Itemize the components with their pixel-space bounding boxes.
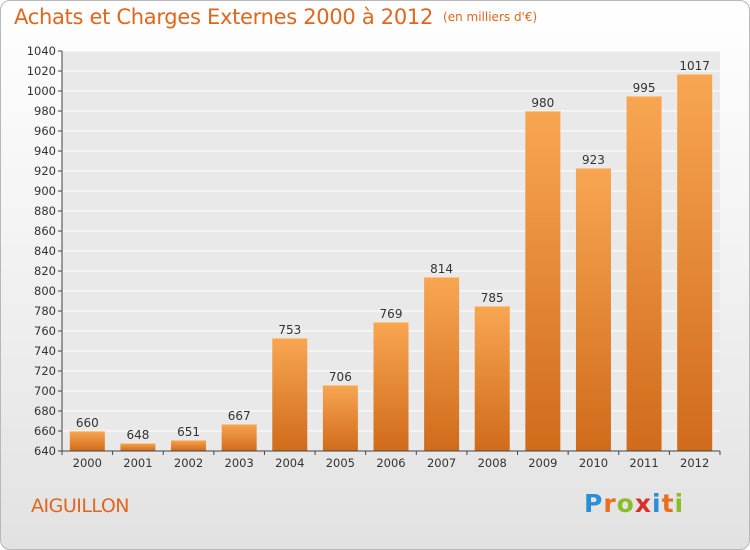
- bar-2002: [171, 440, 207, 451]
- y-tick-label: 860: [34, 224, 56, 238]
- logo-letter: x: [634, 489, 652, 518]
- y-tick-label: 1000: [27, 84, 56, 98]
- y-tick-label: 640: [34, 444, 56, 458]
- x-tick-label: 2001: [123, 456, 152, 470]
- x-tick-label: 2008: [478, 456, 507, 470]
- y-tick-label: 980: [34, 104, 56, 118]
- value-labels: 660 648 651 667 753 706 769 814 785 980 923 995 1017: [76, 59, 710, 442]
- value-label: 923: [582, 153, 605, 167]
- y-tick-label: 940: [34, 144, 56, 158]
- logo-letter: t: [661, 489, 675, 518]
- logo-letter: i: [674, 489, 685, 518]
- y-tick-label: 1020: [27, 64, 56, 78]
- bar-2001: [120, 443, 156, 451]
- value-label: 706: [329, 370, 352, 384]
- y-tick-label: 760: [34, 324, 56, 338]
- x-tick-label: 2009: [528, 456, 557, 470]
- bar-2006: [373, 322, 409, 451]
- value-label: 667: [228, 409, 251, 423]
- y-tick-label: 800: [34, 284, 56, 298]
- y-tick-label: 840: [34, 244, 56, 258]
- value-label: 995: [633, 81, 656, 95]
- value-label: 769: [380, 307, 403, 321]
- y-tick-label: 680: [34, 404, 56, 418]
- bar-2012: [677, 74, 713, 451]
- proxiti-logo: Proxiti: [584, 489, 684, 518]
- x-tick-label: 2011: [629, 456, 658, 470]
- bar-2000: [69, 431, 105, 451]
- y-tick-label: 960: [34, 124, 56, 138]
- logo-letter: P: [584, 489, 604, 518]
- x-tick-label: 2002: [174, 456, 203, 470]
- value-label: 814: [430, 262, 453, 276]
- bars: [69, 74, 713, 451]
- chart-title-main: Achats et Charges Externes 2000 à 2012: [14, 5, 434, 29]
- bar-2009: [525, 111, 561, 451]
- y-tick-label: 900: [34, 184, 56, 198]
- x-tick-label: 2005: [326, 456, 355, 470]
- value-label: 753: [278, 323, 301, 337]
- bar-2003: [221, 424, 257, 451]
- bar-2010: [575, 168, 611, 451]
- x-axis: 2000 2001 2002 2003 2004 2005 2006 2007 2008 2009…: [61, 450, 721, 470]
- y-tick-label: 700: [34, 384, 56, 398]
- y-tick-label: 780: [34, 304, 56, 318]
- x-tick-label: 2004: [275, 456, 304, 470]
- x-tick-label: 2010: [579, 456, 608, 470]
- commune-name: AIGUILLON: [31, 495, 130, 517]
- x-tick-label: 2003: [225, 456, 254, 470]
- y-tick-label: 880: [34, 204, 56, 218]
- y-tick-label: 740: [34, 344, 56, 358]
- value-label: 1017: [679, 59, 710, 73]
- x-tick-label: 2000: [73, 456, 102, 470]
- bar-2011: [626, 96, 662, 451]
- x-tick-label: 2012: [680, 456, 709, 470]
- y-tick-label: 920: [34, 164, 56, 178]
- chart-subtitle: (en milliers d'€): [443, 10, 538, 24]
- bar-2008: [474, 306, 510, 451]
- x-tick-label: 2007: [427, 456, 456, 470]
- value-label: 648: [126, 428, 149, 442]
- bar-2005: [322, 385, 358, 451]
- value-label: 651: [177, 425, 200, 439]
- value-label: 660: [76, 416, 99, 430]
- logo-letter: i: [652, 489, 662, 518]
- logo-letter: r: [603, 489, 617, 518]
- y-tick-label: 820: [34, 264, 56, 278]
- y-tick-label: 1040: [27, 44, 56, 58]
- x-tick-label: 2006: [376, 456, 405, 470]
- y-axis: 640 660 680 700 720 740 760 780 800 820 840 860 880 9…: [27, 44, 63, 458]
- bar-2004: [272, 338, 308, 451]
- y-tick-label: 660: [34, 424, 56, 438]
- bar-2007: [424, 277, 460, 451]
- chart-title: Achats et Charges Externes 2000 à 2012 (e…: [14, 5, 537, 29]
- value-label: 980: [531, 96, 554, 110]
- logo-letter: o: [616, 489, 635, 518]
- value-label: 785: [481, 291, 504, 305]
- y-tick-label: 720: [34, 364, 56, 378]
